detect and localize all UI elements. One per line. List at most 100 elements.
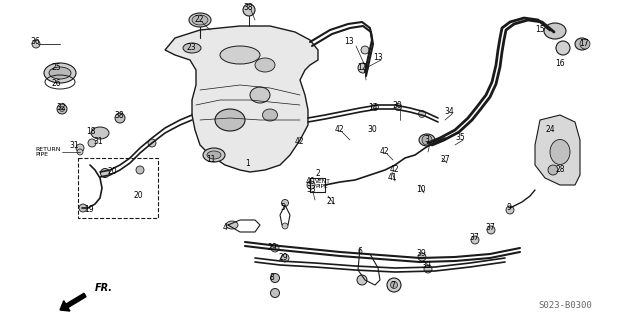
Text: 17: 17 <box>579 39 589 48</box>
Text: 14: 14 <box>368 102 378 112</box>
Text: 10: 10 <box>416 186 426 195</box>
Polygon shape <box>165 26 318 172</box>
Text: 29: 29 <box>278 253 288 262</box>
Circle shape <box>358 63 368 73</box>
Ellipse shape <box>189 13 211 27</box>
Ellipse shape <box>192 15 208 25</box>
Text: 13: 13 <box>344 38 354 47</box>
Circle shape <box>100 168 109 177</box>
Circle shape <box>394 103 401 110</box>
Text: 39: 39 <box>421 262 431 271</box>
Ellipse shape <box>544 23 566 39</box>
Circle shape <box>419 110 426 117</box>
Circle shape <box>422 135 432 145</box>
Text: 36: 36 <box>30 36 40 46</box>
Text: 2: 2 <box>316 169 321 179</box>
Circle shape <box>418 253 426 261</box>
Text: 9: 9 <box>507 203 511 211</box>
Text: 38: 38 <box>114 110 124 120</box>
Text: 18: 18 <box>86 127 96 136</box>
Circle shape <box>487 226 495 234</box>
Circle shape <box>282 199 289 206</box>
Ellipse shape <box>226 221 238 229</box>
Text: 7: 7 <box>390 281 396 291</box>
Ellipse shape <box>203 148 225 162</box>
Text: 42: 42 <box>389 165 399 174</box>
Text: 32: 32 <box>56 103 66 113</box>
Text: 38: 38 <box>243 3 253 11</box>
Text: 34: 34 <box>444 107 454 115</box>
Text: 8: 8 <box>269 272 275 281</box>
Ellipse shape <box>262 109 278 121</box>
Text: VENT
PIPE: VENT PIPE <box>315 179 331 189</box>
Circle shape <box>271 288 280 298</box>
Circle shape <box>271 244 279 252</box>
Circle shape <box>115 113 125 123</box>
Ellipse shape <box>575 38 589 50</box>
Circle shape <box>281 254 289 262</box>
Circle shape <box>548 165 558 175</box>
Text: 23: 23 <box>186 42 196 51</box>
Text: 26: 26 <box>51 79 61 88</box>
Ellipse shape <box>49 67 71 79</box>
Ellipse shape <box>250 87 270 103</box>
Text: 16: 16 <box>555 60 565 69</box>
Circle shape <box>471 236 479 244</box>
Text: RETURN
PIPE: RETURN PIPE <box>35 147 61 157</box>
Text: 25: 25 <box>51 63 61 71</box>
Ellipse shape <box>419 134 435 146</box>
Circle shape <box>357 275 367 285</box>
Circle shape <box>282 223 288 229</box>
Text: 3: 3 <box>424 136 429 145</box>
Text: 24: 24 <box>545 125 555 135</box>
Text: 22: 22 <box>195 14 204 24</box>
Text: 19: 19 <box>84 205 94 214</box>
Ellipse shape <box>550 139 570 165</box>
Ellipse shape <box>220 46 260 64</box>
Text: 5: 5 <box>280 204 285 212</box>
Text: 35: 35 <box>455 132 465 142</box>
Circle shape <box>76 144 84 152</box>
Circle shape <box>148 139 156 147</box>
Text: 30: 30 <box>367 124 377 133</box>
Text: 37: 37 <box>469 233 479 241</box>
Circle shape <box>77 149 83 155</box>
Circle shape <box>60 107 65 112</box>
Text: 39: 39 <box>416 249 426 258</box>
Text: 6: 6 <box>358 248 362 256</box>
Text: 20: 20 <box>133 190 143 199</box>
Circle shape <box>387 278 401 292</box>
Text: 42: 42 <box>379 146 389 155</box>
Text: 15: 15 <box>535 26 545 34</box>
Text: 12: 12 <box>357 63 367 71</box>
Text: 20: 20 <box>107 167 117 175</box>
Text: 42: 42 <box>294 137 304 146</box>
Text: 42: 42 <box>334 124 344 133</box>
Text: 31: 31 <box>69 140 79 150</box>
Text: 1: 1 <box>246 159 250 167</box>
Circle shape <box>32 40 40 48</box>
Text: 40: 40 <box>305 177 315 187</box>
Text: 4: 4 <box>223 224 227 233</box>
Ellipse shape <box>91 127 109 139</box>
Circle shape <box>390 281 397 288</box>
Polygon shape <box>535 115 580 185</box>
Circle shape <box>580 39 590 49</box>
Circle shape <box>88 139 96 147</box>
Ellipse shape <box>183 43 201 53</box>
Circle shape <box>371 103 378 110</box>
Circle shape <box>79 204 87 212</box>
Text: 37: 37 <box>485 222 495 232</box>
Text: 29: 29 <box>267 243 277 253</box>
Text: 31: 31 <box>93 137 103 146</box>
Circle shape <box>307 181 315 189</box>
Text: 28: 28 <box>556 165 564 174</box>
Ellipse shape <box>44 63 76 83</box>
Circle shape <box>506 206 514 214</box>
Circle shape <box>136 166 144 174</box>
Text: 30: 30 <box>392 101 402 110</box>
Ellipse shape <box>207 151 221 159</box>
Text: 11: 11 <box>206 155 216 165</box>
Ellipse shape <box>255 58 275 72</box>
FancyArrow shape <box>60 293 86 311</box>
